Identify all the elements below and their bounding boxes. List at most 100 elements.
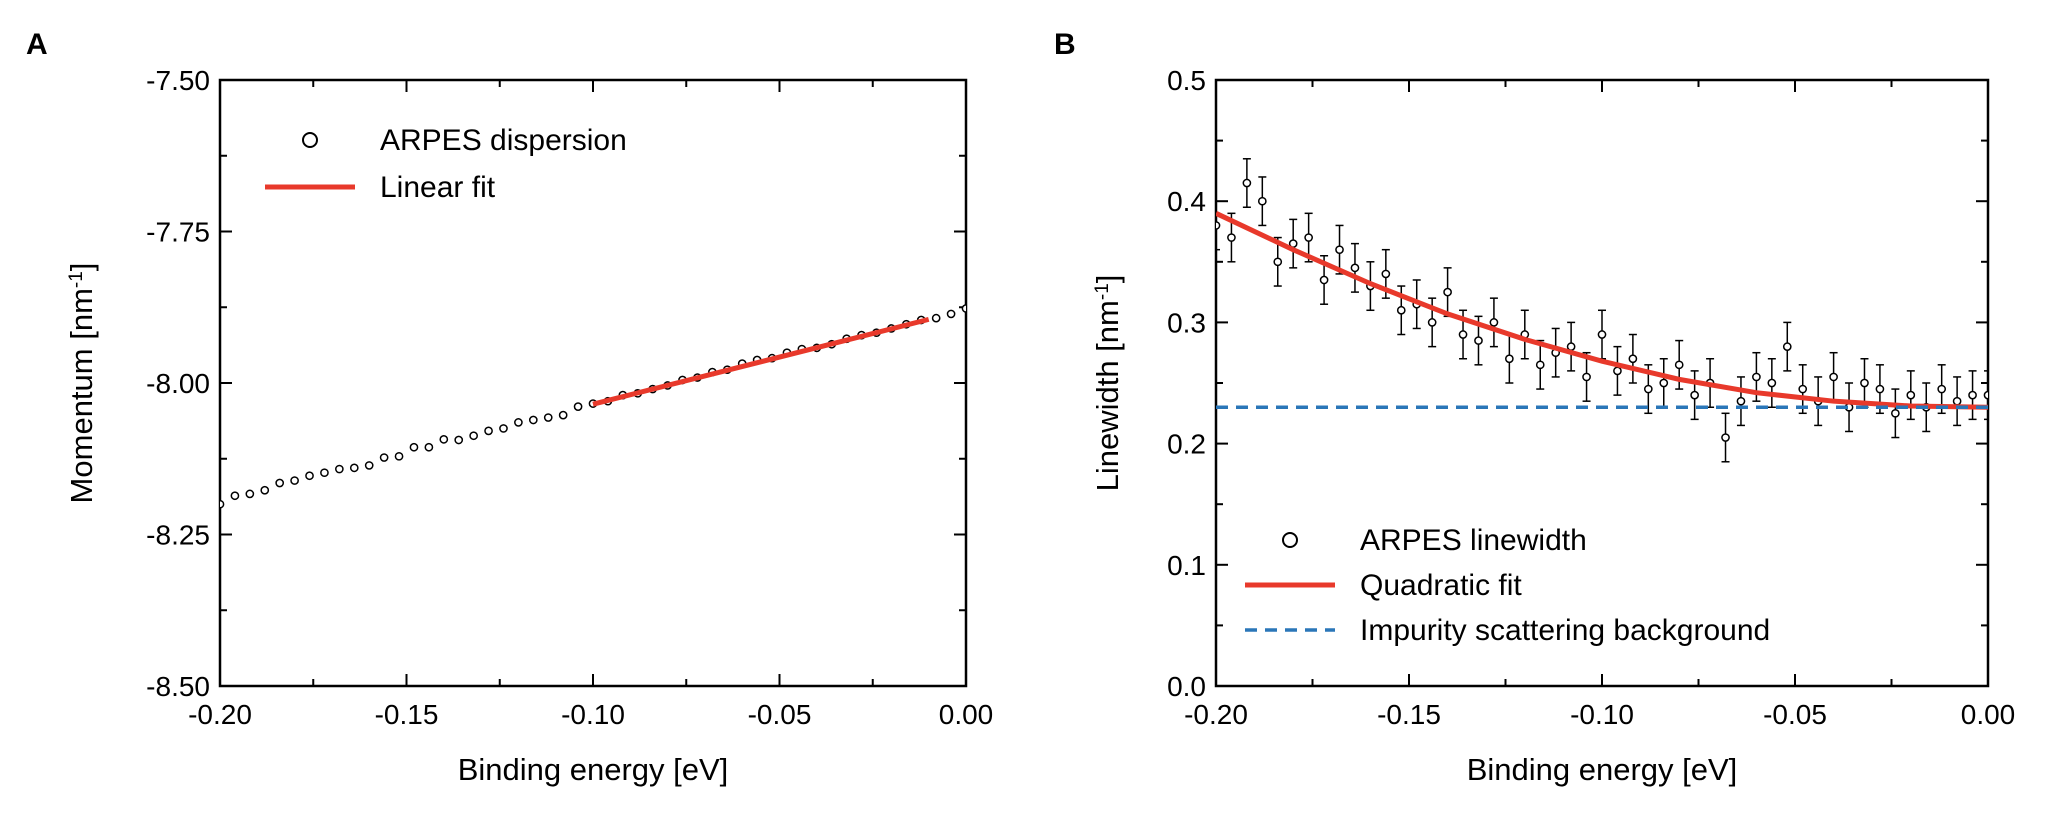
data-point bbox=[1304, 233, 1313, 242]
data-point bbox=[1860, 378, 1869, 388]
x-tick-label: -0.15 bbox=[375, 699, 439, 730]
data-point bbox=[1628, 354, 1638, 364]
plot-area bbox=[220, 304, 966, 509]
data-point bbox=[439, 435, 449, 444]
x-tick-label: -0.20 bbox=[1184, 699, 1248, 730]
data-point bbox=[220, 499, 225, 509]
data-point bbox=[1643, 384, 1653, 394]
data-point bbox=[484, 426, 493, 436]
data-point bbox=[1535, 360, 1545, 370]
data-point bbox=[1505, 354, 1514, 364]
panel-a: A -0.20 -0.15 -0.10 -0.05 0.00 -8.50 -8.25 -8.00… bbox=[26, 28, 993, 787]
data-point bbox=[1242, 178, 1252, 188]
y-axis-title-superscript: -1 bbox=[1092, 283, 1113, 300]
data-point bbox=[305, 471, 314, 481]
data-point bbox=[573, 402, 583, 411]
x-tick-label: -0.20 bbox=[188, 699, 252, 730]
x-tick-label: -0.10 bbox=[561, 699, 625, 730]
legend-label: Quadratic fit bbox=[1360, 569, 1522, 602]
data-point bbox=[514, 418, 523, 427]
data-point bbox=[1721, 433, 1730, 442]
data-point bbox=[1381, 269, 1391, 279]
data-point bbox=[558, 410, 568, 420]
x-tick-label: 0.00 bbox=[1961, 699, 2016, 730]
data-point bbox=[335, 464, 344, 474]
data-point bbox=[1227, 233, 1236, 242]
data-point bbox=[1952, 396, 1962, 406]
x-tick-label: -0.05 bbox=[1763, 699, 1827, 730]
data-point bbox=[230, 491, 240, 501]
data-point bbox=[320, 468, 329, 478]
data-point bbox=[409, 442, 419, 452]
panel-b: B -0.20 -0.15 -0.10 -0.05 0.00 0.0 0.1 0.2 0.3 0.4… bbox=[1054, 28, 2015, 787]
data-point bbox=[1582, 372, 1591, 382]
y-tick-label: 0.4 bbox=[1167, 186, 1206, 217]
x-tick-label: -0.15 bbox=[1377, 699, 1441, 730]
data-point bbox=[1443, 287, 1452, 297]
data-point bbox=[349, 463, 359, 473]
data-point bbox=[1396, 305, 1406, 315]
y-tick-label: -8.50 bbox=[146, 671, 210, 702]
legend-label: Linear fit bbox=[380, 171, 496, 204]
data-point bbox=[961, 304, 966, 313]
data-point bbox=[1736, 396, 1746, 406]
y-tick-label: 0.3 bbox=[1167, 307, 1206, 338]
y-tick-label: 0.0 bbox=[1167, 671, 1206, 702]
data-point bbox=[1968, 390, 1977, 400]
data-point bbox=[1350, 263, 1360, 273]
data-point bbox=[290, 476, 299, 485]
data-point bbox=[1319, 275, 1329, 285]
legend-label: ARPES dispersion bbox=[380, 124, 627, 157]
data-point bbox=[528, 415, 538, 425]
x-tick-label: -0.05 bbox=[748, 699, 812, 730]
data-point bbox=[1983, 390, 1988, 400]
legend-swatch-marker bbox=[302, 132, 318, 148]
y-tick-label: 0.2 bbox=[1167, 429, 1206, 460]
data-point bbox=[469, 431, 478, 441]
data-point bbox=[364, 461, 374, 470]
data-point bbox=[499, 424, 508, 433]
plot-area bbox=[1216, 158, 1988, 463]
data-point bbox=[1875, 384, 1885, 394]
panel-label-a: A bbox=[26, 28, 48, 61]
quadratic-fit-line bbox=[1216, 211, 1988, 410]
y-axis-title-main: Momentum [nm bbox=[64, 288, 99, 503]
x-tick-label: -0.10 bbox=[1570, 699, 1634, 730]
x-axis-title: Binding energy [eV] bbox=[458, 752, 729, 787]
data-point bbox=[1458, 330, 1468, 339]
panel-label-b: B bbox=[1054, 28, 1076, 61]
y-axis-title-close: ] bbox=[1090, 275, 1125, 284]
legend-swatch-marker bbox=[1282, 532, 1298, 548]
legend-label: ARPES linewidth bbox=[1360, 524, 1587, 557]
data-point bbox=[1891, 408, 1900, 418]
data-point bbox=[1613, 366, 1622, 376]
data-point bbox=[424, 442, 434, 452]
data-point bbox=[245, 489, 255, 499]
legend-label: Impurity scattering background bbox=[1360, 614, 1770, 647]
plot-frame bbox=[218, 78, 968, 688]
y-tick-label: 0.1 bbox=[1167, 550, 1206, 581]
data-point bbox=[1782, 342, 1792, 351]
data-point bbox=[1674, 360, 1684, 370]
data-point bbox=[1216, 221, 1221, 230]
data-point bbox=[1906, 390, 1916, 400]
data-point bbox=[1257, 196, 1267, 206]
data-point bbox=[1690, 390, 1699, 400]
x-axis-title: Binding energy [eV] bbox=[1467, 752, 1738, 787]
data-point bbox=[379, 453, 389, 462]
y-axis-title-superscript: -1 bbox=[66, 271, 87, 288]
data-point bbox=[946, 309, 956, 319]
data-point bbox=[1659, 378, 1669, 388]
y-tick-label: 0.5 bbox=[1167, 65, 1206, 96]
data-point bbox=[1767, 378, 1777, 388]
data-point bbox=[1335, 245, 1344, 255]
data-point bbox=[260, 485, 270, 495]
data-point bbox=[1489, 318, 1499, 327]
data-point bbox=[1798, 384, 1808, 394]
plot-frame bbox=[1214, 78, 1990, 688]
data-point bbox=[1427, 318, 1437, 327]
y-tick-label: -8.00 bbox=[146, 368, 210, 399]
y-axis-title-main: Linewidth [nm bbox=[1090, 300, 1125, 491]
y-tick-label: -8.25 bbox=[146, 520, 210, 551]
